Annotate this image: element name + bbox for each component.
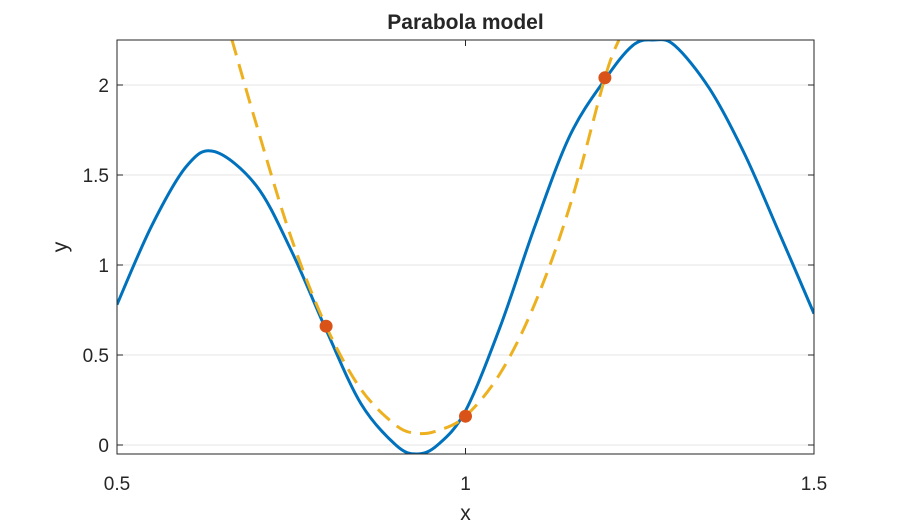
sample-point-marker <box>598 71 612 85</box>
y-tick-label: 0.5 <box>83 346 109 367</box>
data-curve-line <box>117 40 814 454</box>
plot-area <box>117 40 814 454</box>
x-tick-label: 1 <box>460 474 471 495</box>
tick-marks <box>116 40 815 454</box>
sample-point-marker <box>459 409 472 423</box>
y-tick-label: 1 <box>98 256 109 277</box>
y-tick-label: 2 <box>98 76 109 97</box>
y-axis-label: y <box>49 241 72 252</box>
parabola-model-dashed-line <box>230 40 621 436</box>
x-tick-label: 0.5 <box>104 474 130 495</box>
y-tick-label: 0 <box>98 436 109 457</box>
sample-point-marker <box>319 319 333 333</box>
grid-lines <box>117 84 814 446</box>
tick-labels: 0 0.5 1 1.5 2 0.5 1 1.5 <box>83 76 828 495</box>
y-tick-label: 1.5 <box>83 166 109 187</box>
x-tick-label: 1.5 <box>801 474 827 495</box>
series-layer <box>117 40 814 454</box>
chart-title: Parabola model <box>387 11 543 34</box>
x-axis-label: x <box>460 502 471 525</box>
